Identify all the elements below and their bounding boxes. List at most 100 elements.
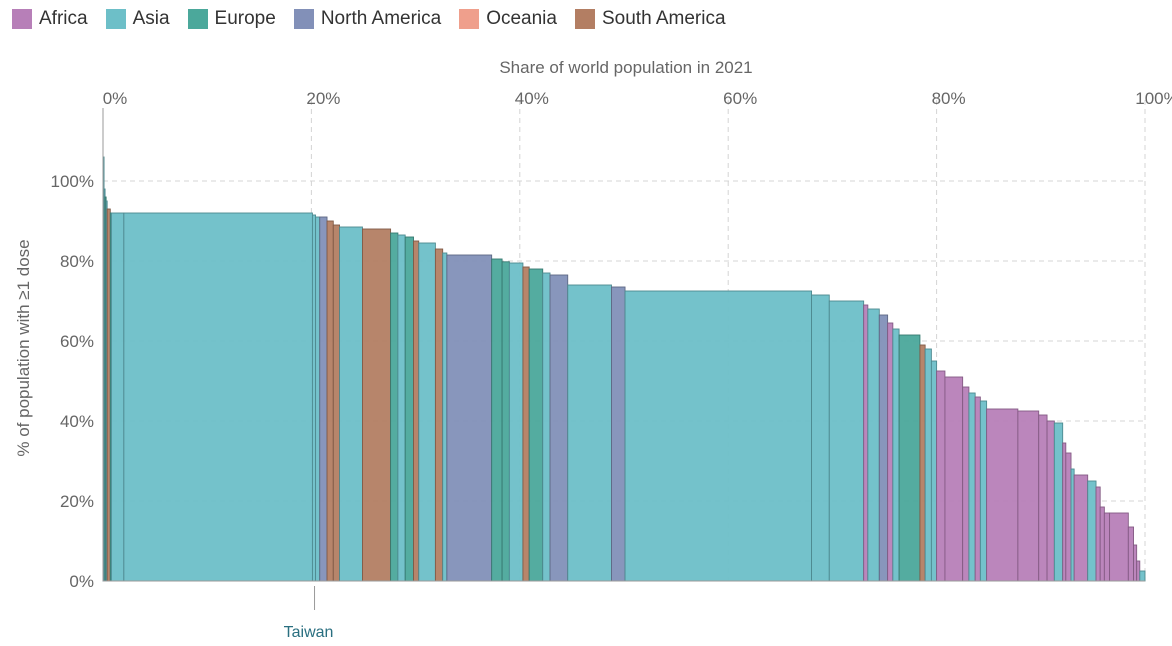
y-tick-label: 80% bbox=[60, 252, 94, 271]
legend-item[interactable]: Oceania bbox=[459, 8, 557, 30]
x-tick-labels: 0% 20% 40% 60% 80% 100% bbox=[103, 89, 1172, 108]
bar[interactable] bbox=[624, 290, 813, 582]
bar[interactable] bbox=[332, 224, 340, 582]
legend: Africa Asia Europe North America Oceania Sout… bbox=[12, 8, 726, 30]
y-tick-label: 20% bbox=[60, 492, 94, 511]
x-tick-label: 0% bbox=[103, 89, 128, 108]
bar[interactable] bbox=[1087, 480, 1097, 582]
legend-item[interactable]: Asia bbox=[105, 8, 170, 30]
bar[interactable] bbox=[1017, 410, 1040, 582]
bar[interactable] bbox=[863, 304, 869, 582]
legend-swatch bbox=[574, 9, 595, 29]
bar[interactable] bbox=[1109, 512, 1129, 582]
bar[interactable] bbox=[567, 284, 612, 582]
bar[interactable] bbox=[611, 286, 626, 582]
legend-swatch bbox=[459, 9, 480, 29]
bar[interactable] bbox=[962, 386, 970, 582]
legend-item[interactable]: North America bbox=[293, 8, 442, 30]
bar[interactable] bbox=[434, 248, 444, 582]
x-tick-label: 60% bbox=[723, 89, 757, 108]
bar[interactable] bbox=[1136, 560, 1141, 582]
bar[interactable] bbox=[315, 216, 321, 582]
bar[interactable] bbox=[418, 242, 436, 582]
bar[interactable] bbox=[1095, 486, 1101, 582]
legend-swatch bbox=[105, 9, 126, 29]
bar[interactable] bbox=[867, 308, 880, 582]
bar[interactable] bbox=[326, 220, 334, 582]
bar[interactable] bbox=[1127, 526, 1134, 582]
bar[interactable] bbox=[339, 226, 363, 582]
bar[interactable] bbox=[446, 254, 493, 582]
bar[interactable] bbox=[123, 212, 313, 582]
bar[interactable] bbox=[887, 322, 894, 582]
bar[interactable] bbox=[1103, 512, 1111, 582]
bar[interactable] bbox=[930, 360, 938, 582]
bar[interactable] bbox=[898, 334, 921, 582]
bar[interactable] bbox=[1070, 468, 1075, 582]
y-tick-label: 100% bbox=[51, 172, 94, 191]
bar[interactable] bbox=[1038, 414, 1048, 582]
bar[interactable] bbox=[878, 314, 889, 582]
bar[interactable] bbox=[528, 268, 544, 582]
bar[interactable] bbox=[811, 294, 830, 582]
legend-item[interactable]: South America bbox=[574, 8, 726, 30]
bar[interactable] bbox=[390, 232, 399, 582]
bar[interactable] bbox=[1133, 544, 1138, 582]
legend-label: Oceania bbox=[486, 8, 557, 29]
bar[interactable] bbox=[979, 400, 988, 582]
bar[interactable] bbox=[491, 258, 503, 582]
legend-label: Europe bbox=[214, 8, 276, 29]
x-axis-title: Share of world population in 2021 bbox=[499, 58, 752, 77]
legend-item[interactable]: Africa bbox=[12, 8, 88, 30]
legend-label: Asia bbox=[132, 8, 170, 29]
bar[interactable] bbox=[924, 348, 932, 582]
bar[interactable] bbox=[1053, 422, 1064, 582]
bar[interactable] bbox=[1065, 452, 1072, 582]
legend-item[interactable]: Europe bbox=[187, 8, 276, 30]
x-tick-label: 20% bbox=[306, 89, 340, 108]
bar[interactable] bbox=[936, 370, 946, 582]
bar[interactable] bbox=[1046, 420, 1055, 582]
bar[interactable] bbox=[974, 396, 981, 582]
bar[interactable] bbox=[919, 344, 926, 582]
bar[interactable] bbox=[1062, 442, 1067, 582]
bar[interactable] bbox=[828, 300, 865, 582]
bar[interactable] bbox=[944, 376, 964, 582]
bar[interactable] bbox=[1099, 506, 1105, 582]
bar[interactable] bbox=[362, 228, 392, 582]
legend-swatch bbox=[187, 9, 208, 29]
legend-swatch bbox=[293, 9, 314, 29]
bar[interactable] bbox=[501, 261, 510, 582]
legend-swatch bbox=[12, 9, 32, 29]
bar[interactable] bbox=[892, 328, 900, 582]
bar[interactable] bbox=[319, 216, 328, 582]
bar[interactable] bbox=[106, 208, 111, 582]
bar[interactable] bbox=[413, 240, 420, 582]
bar[interactable] bbox=[1139, 570, 1146, 582]
bar[interactable] bbox=[542, 272, 551, 582]
bar[interactable] bbox=[311, 214, 317, 582]
bar[interactable] bbox=[397, 234, 406, 582]
y-tick-label: 0% bbox=[69, 572, 94, 591]
bar[interactable] bbox=[404, 236, 414, 582]
y-axis-title: % of population with ≥1 dose bbox=[14, 239, 33, 456]
bar[interactable] bbox=[442, 252, 448, 582]
annotation-label: Taiwan bbox=[284, 624, 334, 641]
bar[interactable] bbox=[110, 212, 125, 582]
legend-label: Africa bbox=[39, 8, 88, 29]
x-tick-label: 100% bbox=[1135, 89, 1172, 108]
bar[interactable] bbox=[968, 392, 976, 582]
legend-label: North America bbox=[320, 8, 442, 29]
bar[interactable] bbox=[986, 408, 1019, 582]
bar[interactable] bbox=[508, 262, 524, 582]
legend-label: South America bbox=[601, 8, 726, 29]
bar[interactable] bbox=[522, 266, 530, 582]
y-tick-labels: 0% 20% 40% 60% 80% 100% bbox=[51, 172, 94, 591]
annotation: Taiwan bbox=[284, 586, 334, 641]
bars bbox=[102, 108, 1146, 582]
bar[interactable] bbox=[549, 274, 569, 582]
y-tick-label: 40% bbox=[60, 412, 94, 431]
bar[interactable] bbox=[1073, 474, 1089, 582]
x-tick-label: 40% bbox=[515, 89, 549, 108]
